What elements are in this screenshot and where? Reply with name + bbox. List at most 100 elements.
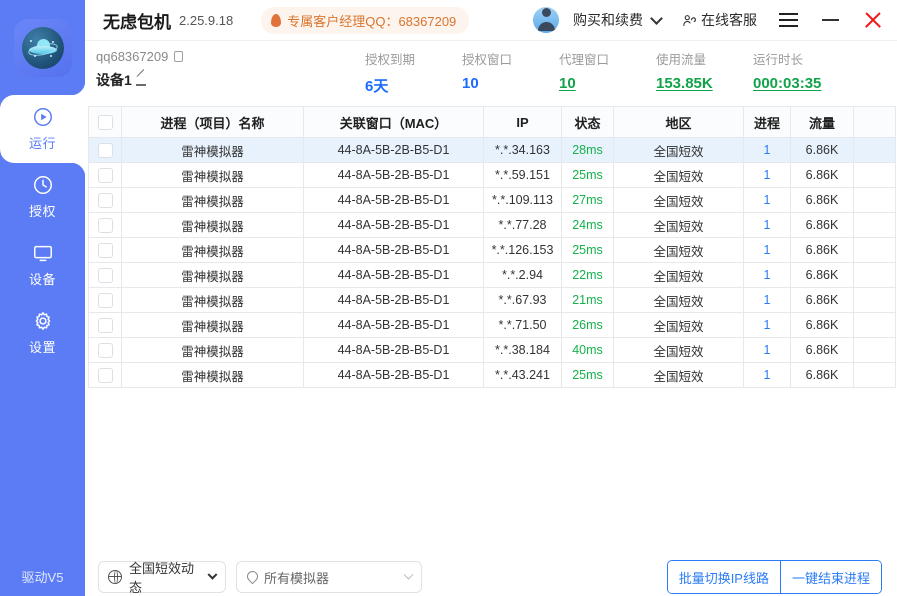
table-row[interactable]: 雷神模拟器 44-8A-5B-2B-B5-D1 *.*.2.94 22ms 全国短效 1 6… bbox=[88, 262, 896, 288]
cell-proc[interactable]: 1 bbox=[743, 162, 791, 188]
table-row[interactable]: 雷神模拟器 44-8A-5B-2B-B5-D1 *.*.126.153 25ms 全国短… bbox=[88, 237, 896, 263]
col-header-proc: 进程 bbox=[743, 106, 791, 138]
cell-status: 25ms bbox=[561, 362, 614, 388]
cell-proc[interactable]: 1 bbox=[743, 237, 791, 263]
col-header-status: 状态 bbox=[561, 106, 614, 138]
cell-flow: 6.86K bbox=[790, 162, 854, 188]
account-qq-row: qq68367209 bbox=[96, 49, 184, 64]
table-row[interactable]: 雷神模拟器 44-8A-5B-2B-B5-D1 *.*.38.184 40ms 全国短效… bbox=[88, 337, 896, 363]
cell-status: 27ms bbox=[561, 187, 614, 213]
row-checkbox[interactable] bbox=[97, 267, 113, 283]
title-bar: 无虑包机 2.25.9.18 专属客户经理QQ：68367209 购买和续费 在… bbox=[85, 0, 897, 40]
row-checkbox-cell[interactable] bbox=[88, 312, 122, 338]
table-row[interactable]: 雷神模拟器 44-8A-5B-2B-B5-D1 *.*.34.163 28ms 全国短效… bbox=[88, 137, 896, 163]
cell-proc[interactable]: 1 bbox=[743, 362, 791, 388]
select-all-cell[interactable] bbox=[88, 106, 122, 138]
emulator-select[interactable]: 所有模拟器 bbox=[236, 561, 422, 593]
cell-proc[interactable]: 1 bbox=[743, 187, 791, 213]
cell-actions bbox=[853, 312, 896, 338]
cell-area: 全国短效 bbox=[613, 262, 744, 288]
batch-switch-ip-button[interactable]: 批量切换IP线路 bbox=[667, 561, 780, 593]
row-checkbox[interactable] bbox=[97, 342, 113, 358]
device-name: 设备1 bbox=[96, 72, 132, 88]
row-checkbox[interactable] bbox=[97, 192, 113, 208]
row-checkbox[interactable] bbox=[97, 292, 113, 308]
cell-name: 雷神模拟器 bbox=[121, 162, 304, 188]
row-checkbox[interactable] bbox=[97, 367, 113, 383]
cell-proc[interactable]: 1 bbox=[743, 337, 791, 363]
stat-runtime-value[interactable]: 000:03:35 bbox=[753, 75, 822, 92]
hamburger-menu-icon[interactable] bbox=[779, 13, 798, 27]
stat-proxy-windows-value[interactable]: 10 bbox=[559, 75, 576, 92]
row-checkbox[interactable] bbox=[97, 142, 113, 158]
select-all-checkbox[interactable] bbox=[97, 115, 113, 131]
sidebar-item-auth[interactable]: 授权 bbox=[0, 163, 85, 231]
cell-status: 40ms bbox=[561, 337, 614, 363]
region-select[interactable]: 全国短效动态 bbox=[98, 561, 226, 595]
purchase-renew-button[interactable]: 购买和续费 bbox=[573, 12, 643, 28]
cell-mac: 44-8A-5B-2B-B5-D1 bbox=[303, 287, 484, 313]
online-support-button[interactable]: 在线客服 bbox=[681, 10, 757, 30]
stat-auth-expiry-value: 6天 bbox=[365, 78, 389, 95]
row-checkbox-cell[interactable] bbox=[88, 162, 122, 188]
stat-auth-windows-value: 10 bbox=[462, 75, 479, 92]
row-checkbox-cell[interactable] bbox=[88, 287, 122, 313]
row-checkbox[interactable] bbox=[97, 242, 113, 258]
account-manager-qq-text: 专属客户经理QQ：68367209 bbox=[287, 13, 457, 29]
action-button-group: 批量切换IP线路 一键结束进程 bbox=[666, 560, 882, 594]
row-checkbox[interactable] bbox=[97, 167, 113, 183]
cell-proc[interactable]: 1 bbox=[743, 287, 791, 313]
row-checkbox-cell[interactable] bbox=[88, 212, 122, 238]
cell-proc[interactable]: 1 bbox=[743, 312, 791, 338]
copy-icon[interactable] bbox=[174, 51, 184, 62]
row-checkbox[interactable] bbox=[97, 217, 113, 233]
row-checkbox-cell[interactable] bbox=[88, 137, 122, 163]
sidebar-item-device[interactable]: 设备 bbox=[0, 231, 85, 299]
sidebar-item-run[interactable]: 运行 bbox=[0, 95, 85, 163]
account-manager-qq-badge[interactable]: 专属客户经理QQ：68367209 bbox=[261, 6, 470, 34]
app-title: 无虑包机 bbox=[103, 12, 171, 32]
table-row[interactable]: 雷神模拟器 44-8A-5B-2B-B5-D1 *.*.43.241 25ms 全国短效… bbox=[88, 362, 896, 388]
cell-actions bbox=[853, 237, 896, 263]
stat-proxy-windows: 代理窗口 10 bbox=[559, 49, 656, 96]
cell-status: 21ms bbox=[561, 287, 614, 313]
close-icon[interactable] bbox=[863, 10, 883, 30]
cell-actions bbox=[853, 162, 896, 188]
table-body: 雷神模拟器 44-8A-5B-2B-B5-D1 *.*.34.163 28ms 全国短效… bbox=[88, 137, 896, 388]
col-header-mac: 关联窗口（MAC） bbox=[303, 106, 484, 138]
kill-all-processes-button[interactable]: 一键结束进程 bbox=[779, 561, 881, 593]
cell-status: 26ms bbox=[561, 312, 614, 338]
row-checkbox-cell[interactable] bbox=[88, 362, 122, 388]
cell-proc[interactable]: 1 bbox=[743, 137, 791, 163]
cell-mac: 44-8A-5B-2B-B5-D1 bbox=[303, 362, 484, 388]
table-row[interactable]: 雷神模拟器 44-8A-5B-2B-B5-D1 *.*.59.151 25ms 全国短效… bbox=[88, 162, 896, 188]
sidebar-item-device-label: 设备 bbox=[28, 272, 56, 287]
cell-proc[interactable]: 1 bbox=[743, 212, 791, 238]
table-row[interactable]: 雷神模拟器 44-8A-5B-2B-B5-D1 *.*.77.28 24ms 全国短效 1… bbox=[88, 212, 896, 238]
row-checkbox-cell[interactable] bbox=[88, 187, 122, 213]
cell-flow: 6.86K bbox=[790, 337, 854, 363]
minimize-icon[interactable] bbox=[822, 19, 839, 21]
cell-mac: 44-8A-5B-2B-B5-D1 bbox=[303, 262, 484, 288]
chevron-down-icon bbox=[403, 569, 414, 580]
table-row[interactable]: 雷神模拟器 44-8A-5B-2B-B5-D1 *.*.109.113 27ms 全国短… bbox=[88, 187, 896, 213]
stat-traffic-used-value[interactable]: 153.85K bbox=[656, 75, 713, 92]
row-checkbox[interactable] bbox=[97, 317, 113, 333]
flame-icon bbox=[271, 13, 282, 27]
cell-ip: *.*.77.28 bbox=[483, 212, 562, 238]
table-header: 进程（项目）名称 关联窗口（MAC） IP 状态 地区 进程 流量 bbox=[88, 106, 896, 138]
pencil-icon[interactable] bbox=[135, 75, 147, 86]
sidebar-item-settings[interactable]: 设置 bbox=[0, 299, 85, 367]
table-row[interactable]: 雷神模拟器 44-8A-5B-2B-B5-D1 *.*.67.93 21ms 全国短效 1… bbox=[88, 287, 896, 313]
row-checkbox-cell[interactable] bbox=[88, 237, 122, 263]
avatar[interactable] bbox=[533, 7, 559, 33]
cell-mac: 44-8A-5B-2B-B5-D1 bbox=[303, 237, 484, 263]
table-row[interactable]: 雷神模拟器 44-8A-5B-2B-B5-D1 *.*.71.50 26ms 全国短效 1… bbox=[88, 312, 896, 338]
cell-proc[interactable]: 1 bbox=[743, 262, 791, 288]
cell-flow: 6.86K bbox=[790, 262, 854, 288]
row-checkbox-cell[interactable] bbox=[88, 337, 122, 363]
chevron-down-icon[interactable] bbox=[650, 11, 663, 25]
row-checkbox-cell[interactable] bbox=[88, 262, 122, 288]
sidebar-item-auth-label: 授权 bbox=[28, 204, 56, 219]
